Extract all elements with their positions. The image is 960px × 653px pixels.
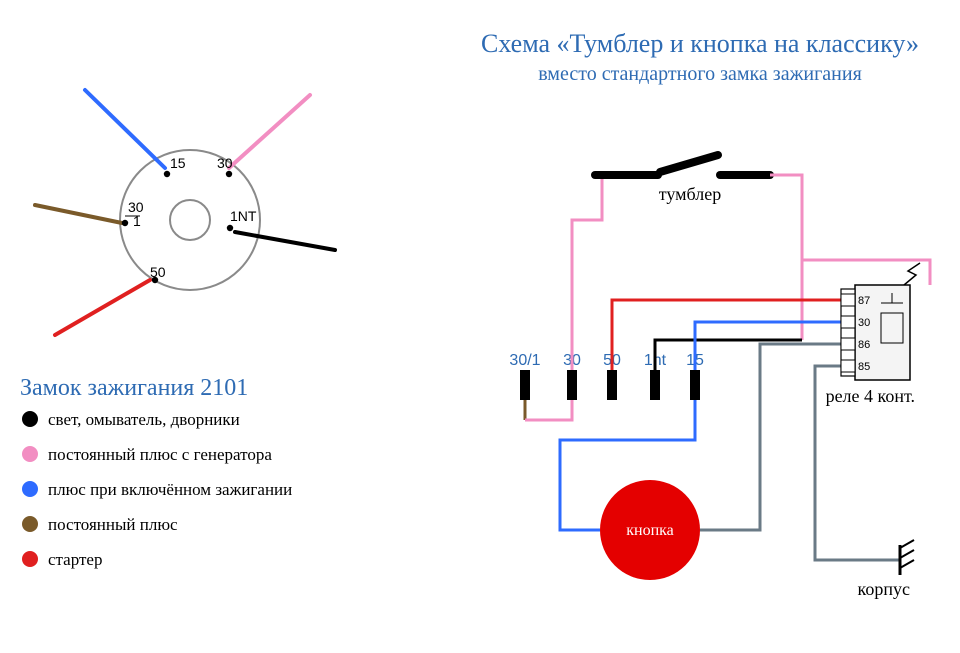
lock-pin-dot: [122, 220, 128, 226]
legend-text: стартер: [48, 550, 102, 569]
ground-hatch: [900, 540, 914, 548]
subtitle: вместо стандартного замка зажигания: [538, 63, 862, 85]
relay-pin-slot: [841, 294, 855, 306]
legend-dot: [22, 551, 38, 567]
wire-steel-relay-to-knopka: [700, 344, 855, 530]
ground-label: корпус: [858, 579, 910, 599]
relay-label: реле 4 конт.: [826, 386, 915, 406]
lock-pin-dot: [226, 171, 232, 177]
lock-pin-label: 1: [133, 213, 141, 229]
lock-wire: [35, 205, 122, 223]
relay-top-squiggle: [904, 263, 920, 285]
legend-dot: [22, 481, 38, 497]
legend-dot: [22, 446, 38, 462]
knopka-label: кнопка: [626, 522, 674, 539]
wire-pink-bus: [525, 400, 572, 420]
legend-text: постоянный плюс: [48, 515, 178, 534]
ground-hatch: [900, 560, 914, 568]
wire-pink-to-tumbler: [572, 175, 602, 370]
left-section-title: Замок зажигания 2101: [20, 375, 248, 401]
lock-wire: [85, 90, 165, 168]
lock-inner-circle: [170, 200, 210, 240]
lock-pin-label: 1NT: [230, 208, 257, 224]
lock-pin-label: 50: [150, 264, 166, 280]
relay-pin-slot: [841, 360, 855, 372]
legend-text: свет, омыватель, дворники: [48, 410, 240, 429]
legend-dot: [22, 411, 38, 427]
lock-pin-label: 15: [170, 155, 186, 171]
relay-pin-label: 87: [858, 295, 870, 307]
relay-pin-label: 30: [858, 317, 870, 329]
tumbler-label: тумблер: [659, 184, 721, 204]
relay-pin-label: 85: [858, 361, 870, 373]
relay-pin-slot: [841, 338, 855, 350]
lock-pin-dot: [227, 225, 233, 231]
legend-text: постоянный плюс с генератора: [48, 445, 272, 464]
main-title: Схема «Тумблер и кнопка на классику»: [481, 29, 919, 58]
terminal-label: 30/1: [509, 352, 540, 369]
relay-pin-slot: [841, 316, 855, 328]
lock-pin-dot: [164, 171, 170, 177]
tumbler-arm: [660, 155, 718, 172]
ground-hatch: [900, 550, 914, 558]
relay-pin-label: 86: [858, 339, 870, 351]
lock-pin-label: 30: [217, 155, 233, 171]
wire-pink-to-relay: [770, 175, 930, 285]
lock-wire: [235, 232, 335, 250]
legend-dot: [22, 516, 38, 532]
lock-wire: [229, 95, 310, 168]
wire-blue-to-relay30: [695, 322, 855, 370]
legend-text: плюс при включённом зажигании: [48, 480, 292, 499]
lock-wire: [55, 280, 150, 335]
